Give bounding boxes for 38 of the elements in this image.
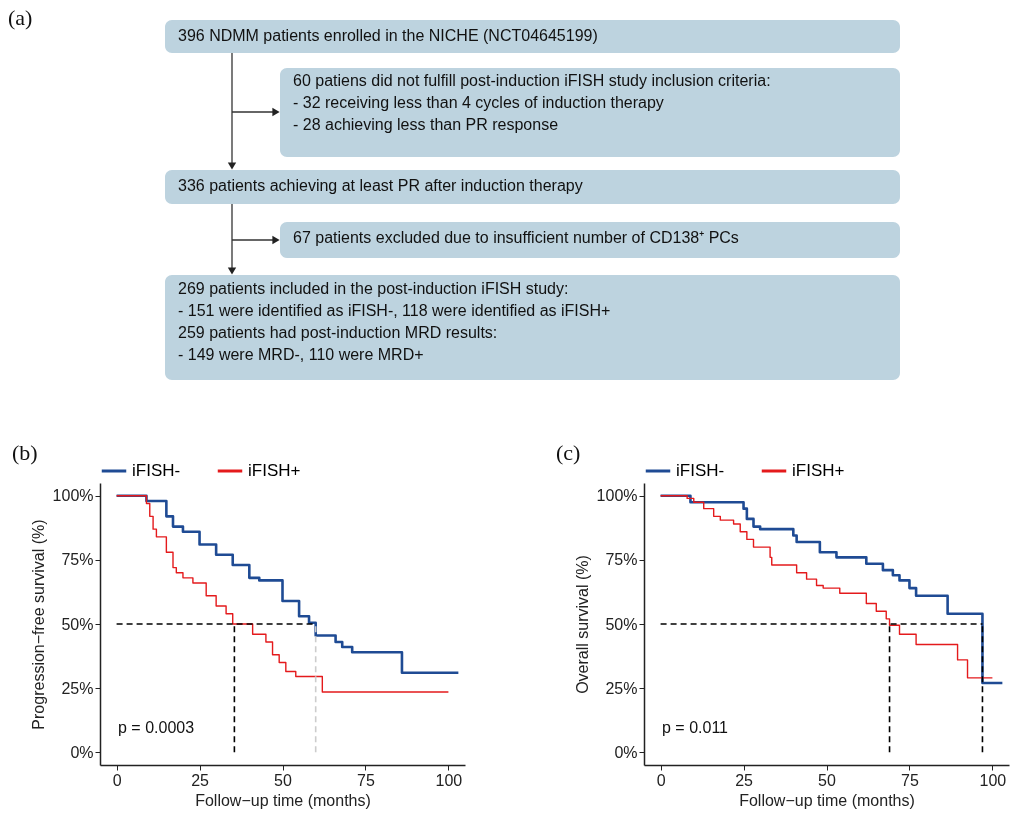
x-tick-label: 75 bbox=[901, 771, 919, 789]
text: 396 NDMM patients enrolled in the NICHE (NCT04645199) bbox=[178, 27, 598, 44]
text: (a) bbox=[8, 5, 33, 30]
x-tick-label: 0 bbox=[656, 771, 666, 789]
legend-label: iFISH+ bbox=[248, 461, 301, 480]
legend-label: iFISH+ bbox=[792, 461, 845, 480]
x-tick-label: 25 bbox=[735, 771, 754, 789]
y-axis-title: Overall survival (%) bbox=[573, 555, 591, 694]
y-tick-label: 75% bbox=[61, 551, 94, 569]
y-tick-label: 100% bbox=[596, 487, 638, 505]
y-tick-label: 50% bbox=[61, 615, 94, 633]
text: 67 patients excluded due to insufficient number of CD138⁺ PCs bbox=[293, 229, 739, 246]
y-tick-label: 100% bbox=[52, 487, 94, 505]
x-tick-label: 75 bbox=[357, 771, 375, 789]
y-tick-label: 0% bbox=[614, 743, 638, 761]
chart-title: (c) bbox=[556, 440, 581, 465]
chart-title: (b) bbox=[12, 440, 38, 465]
legend-label: iFISH- bbox=[132, 461, 181, 480]
text: 336 patients achieving at least PR after induction therapy bbox=[178, 177, 583, 194]
y-tick-label: 75% bbox=[605, 551, 638, 569]
annotation: p = 0.0003 bbox=[118, 719, 195, 736]
x-tick-label: 50 bbox=[818, 771, 836, 789]
x-tick-label: 50 bbox=[274, 771, 292, 789]
x-tick-label: 100 bbox=[979, 771, 1007, 789]
x-tick-label: 25 bbox=[191, 771, 210, 789]
x-tick-label: 0 bbox=[112, 771, 122, 789]
legend-label: iFISH- bbox=[676, 461, 725, 480]
x-axis-title: Follow−up time (months) bbox=[195, 791, 371, 809]
x-tick-label: 100 bbox=[435, 771, 463, 789]
text: 269 patients included in the post-induction iFISH study: - 151 were identified as iFISH-, 118 were identified as iFISH+ 259 patients had post-induction MRD results: - 149 were MRD-, 110 were MRD+ bbox=[178, 280, 611, 363]
text: 60 patiens did not fulfill post-induction iFISH study inclusion criteria: - 32 receiving less than 4 cycles of induction therapy - 28 achieving less than PR response bbox=[293, 72, 771, 133]
y-tick-label: 25% bbox=[605, 679, 638, 697]
y-tick-label: 50% bbox=[605, 615, 638, 633]
y-tick-label: 0% bbox=[70, 743, 94, 761]
y-axis-title: Progression−free survival (%) bbox=[29, 519, 47, 730]
x-axis-title: Follow−up time (months) bbox=[739, 791, 915, 809]
y-tick-label: 25% bbox=[61, 679, 94, 697]
annotation: p = 0.011 bbox=[662, 719, 729, 736]
